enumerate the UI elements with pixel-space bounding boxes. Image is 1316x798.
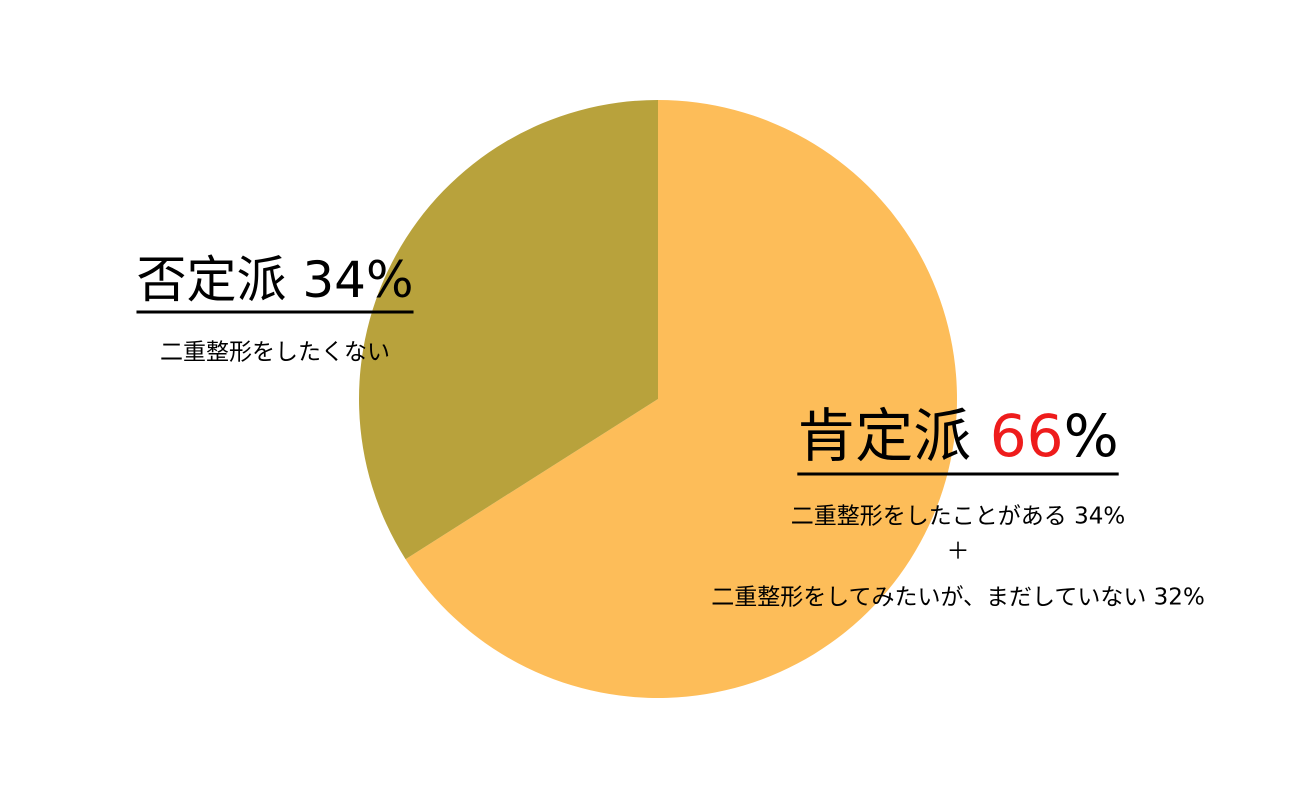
value-label: 66%: [990, 402, 1119, 470]
slice-detail: 二重整形をしたことがある 34%: [791, 504, 1125, 530]
value-label: 34%: [302, 251, 413, 309]
pie-slice: [405, 100, 957, 698]
slice-label: 否定派 34%: [136, 251, 413, 309]
slice-detail: ＋: [947, 539, 970, 565]
pie-slice: [358, 100, 658, 560]
category-name: 否定派: [136, 251, 286, 309]
slice-detail: 二重整形をしたくない: [160, 340, 390, 366]
slice-detail: 二重整形をしてみたいが、まだしていない 32%: [711, 585, 1205, 611]
category-name: 肯定派: [797, 402, 971, 470]
value-number: 66: [990, 402, 1064, 470]
slice-label: 肯定派 66%: [797, 402, 1118, 470]
value-unit: %: [1064, 402, 1119, 470]
